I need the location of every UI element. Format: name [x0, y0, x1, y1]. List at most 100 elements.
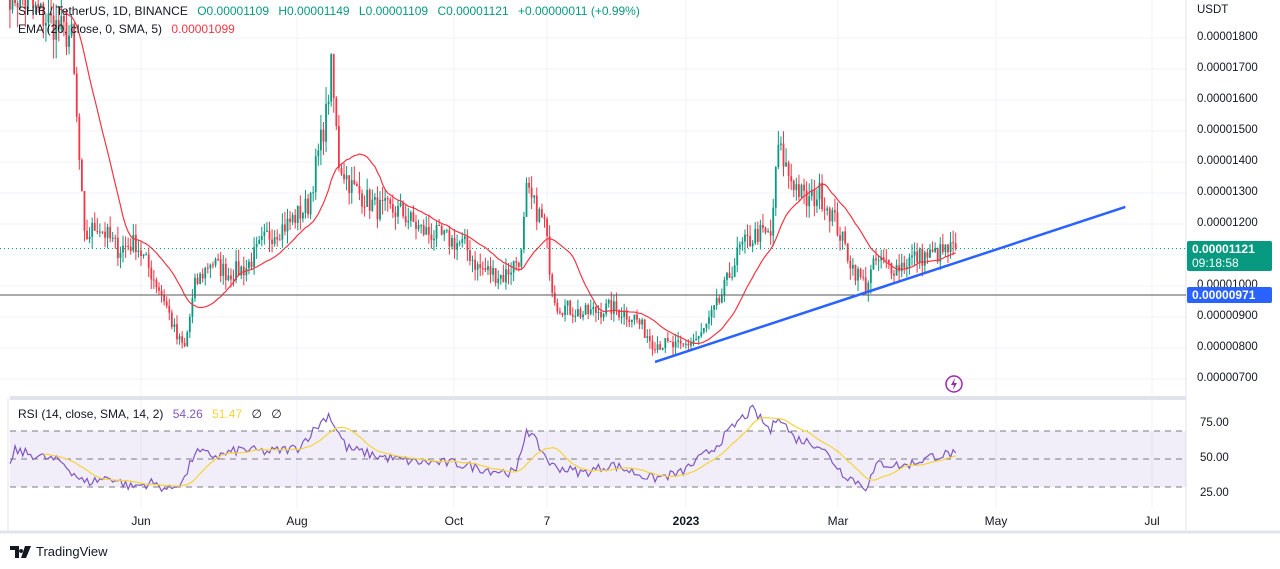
candle-body: [114, 237, 117, 239]
price-tick: 0.00001500: [1197, 124, 1258, 136]
candle-body: [389, 199, 392, 205]
candle-body: [944, 244, 947, 253]
tradingview-logo[interactable]: TradingView: [10, 544, 108, 559]
candle-body: [687, 343, 690, 346]
candle-body: [75, 73, 78, 117]
hline-price-badge: 0.00000971: [1187, 287, 1272, 303]
candle-body: [309, 192, 312, 215]
candle-body: [507, 269, 510, 275]
candle-body: [47, 13, 50, 23]
candles: [9, 0, 957, 356]
candle-body: [191, 298, 194, 317]
candle-body: [14, 0, 16, 3]
price-change: +0.00000011 (+0.99%): [517, 4, 640, 18]
candle-body: [905, 266, 908, 268]
candle-body: [769, 231, 772, 236]
time-tick: Jul: [1144, 514, 1160, 528]
candle-body: [556, 302, 559, 312]
candle-body: [355, 184, 358, 186]
candle-body: [597, 311, 600, 313]
candle-body: [836, 212, 839, 236]
candle-body: [278, 239, 281, 241]
price-tick: 0.00001800: [1197, 31, 1258, 43]
candle-body: [718, 297, 721, 303]
candle-body: [887, 259, 890, 264]
candle-body: [214, 258, 217, 266]
price-tick: 0.00001700: [1197, 62, 1258, 74]
candle-body: [417, 225, 420, 229]
candle-body: [235, 261, 237, 281]
candle-body: [276, 237, 279, 240]
candle-body: [299, 205, 302, 219]
bar-countdown: 09:18:58: [1192, 256, 1239, 270]
candle-body: [612, 301, 615, 314]
candle-body: [517, 262, 520, 267]
candle-body: [253, 247, 255, 267]
candle-body: [605, 303, 608, 315]
candle-body: [610, 300, 613, 314]
candle-body: [569, 300, 572, 315]
candle-body: [73, 23, 76, 74]
candle-body: [111, 237, 114, 239]
candle-body: [260, 236, 263, 240]
candle-body: [391, 204, 394, 213]
candle-body: [240, 266, 243, 276]
candle-body: [152, 279, 155, 281]
candle-body: [170, 312, 173, 327]
candle-body: [890, 263, 893, 274]
rsi-extra-2: ∅: [271, 407, 282, 421]
candle-body: [746, 234, 749, 237]
rsi-line: [9, 404, 957, 493]
candle-body: [844, 231, 847, 244]
price-tick: 0.00000700: [1197, 372, 1258, 384]
candle-body: [502, 274, 505, 283]
symbol-title[interactable]: SHIB / TetherUS, 1D, BINANCE: [18, 4, 188, 18]
price-tick: 0.00001600: [1197, 93, 1258, 105]
candle-body: [921, 248, 924, 266]
candle-body: [165, 301, 168, 306]
candle-body: [204, 267, 207, 279]
price-tick: 0.00000900: [1197, 310, 1258, 322]
candle-body: [304, 198, 307, 213]
ema-legend: EMA (20, close, 0, SMA, 5) 0.00001099: [18, 22, 241, 36]
candle-body: [625, 311, 628, 320]
candle-body: [122, 245, 124, 253]
candle-body: [918, 248, 921, 263]
candle-body: [409, 212, 412, 221]
candle-body: [415, 221, 417, 229]
candle-body: [600, 311, 602, 318]
candle-body: [420, 225, 423, 227]
candle-body: [530, 187, 533, 198]
candle-body: [402, 202, 405, 217]
candle-body: [294, 215, 297, 223]
candle-body: [325, 103, 327, 142]
rsi-label[interactable]: RSI (14, close, SMA, 14, 2): [18, 407, 164, 421]
candle-body: [648, 336, 651, 342]
candle-body: [808, 196, 811, 207]
candle-body: [952, 242, 955, 244]
candle-body: [669, 341, 672, 343]
candle-body: [525, 182, 528, 217]
rsi-tick: 25.00: [1200, 487, 1229, 499]
candle-body: [291, 215, 294, 222]
candle-body: [386, 198, 389, 200]
price-axis-unit: USDT: [1197, 4, 1229, 16]
candle-body: [255, 243, 258, 248]
candle-body: [839, 235, 841, 241]
candle-body: [641, 319, 644, 325]
candle-body: [307, 198, 309, 215]
candle-body: [749, 236, 751, 247]
candle-body: [194, 277, 196, 299]
candle-body: [736, 247, 739, 266]
candle-body: [710, 309, 713, 318]
ema-label[interactable]: EMA (20, close, 0, SMA, 5): [18, 22, 163, 36]
candle-body: [116, 237, 119, 258]
rsi-legend: RSI (14, close, SMA, 14, 2) 54.26 51.47 …: [18, 407, 288, 421]
lightning-icon-bolt: [951, 378, 957, 390]
candle-body: [584, 304, 587, 315]
candle-body: [55, 20, 58, 40]
time-tick: May: [984, 514, 1008, 528]
candle-body: [358, 185, 361, 194]
